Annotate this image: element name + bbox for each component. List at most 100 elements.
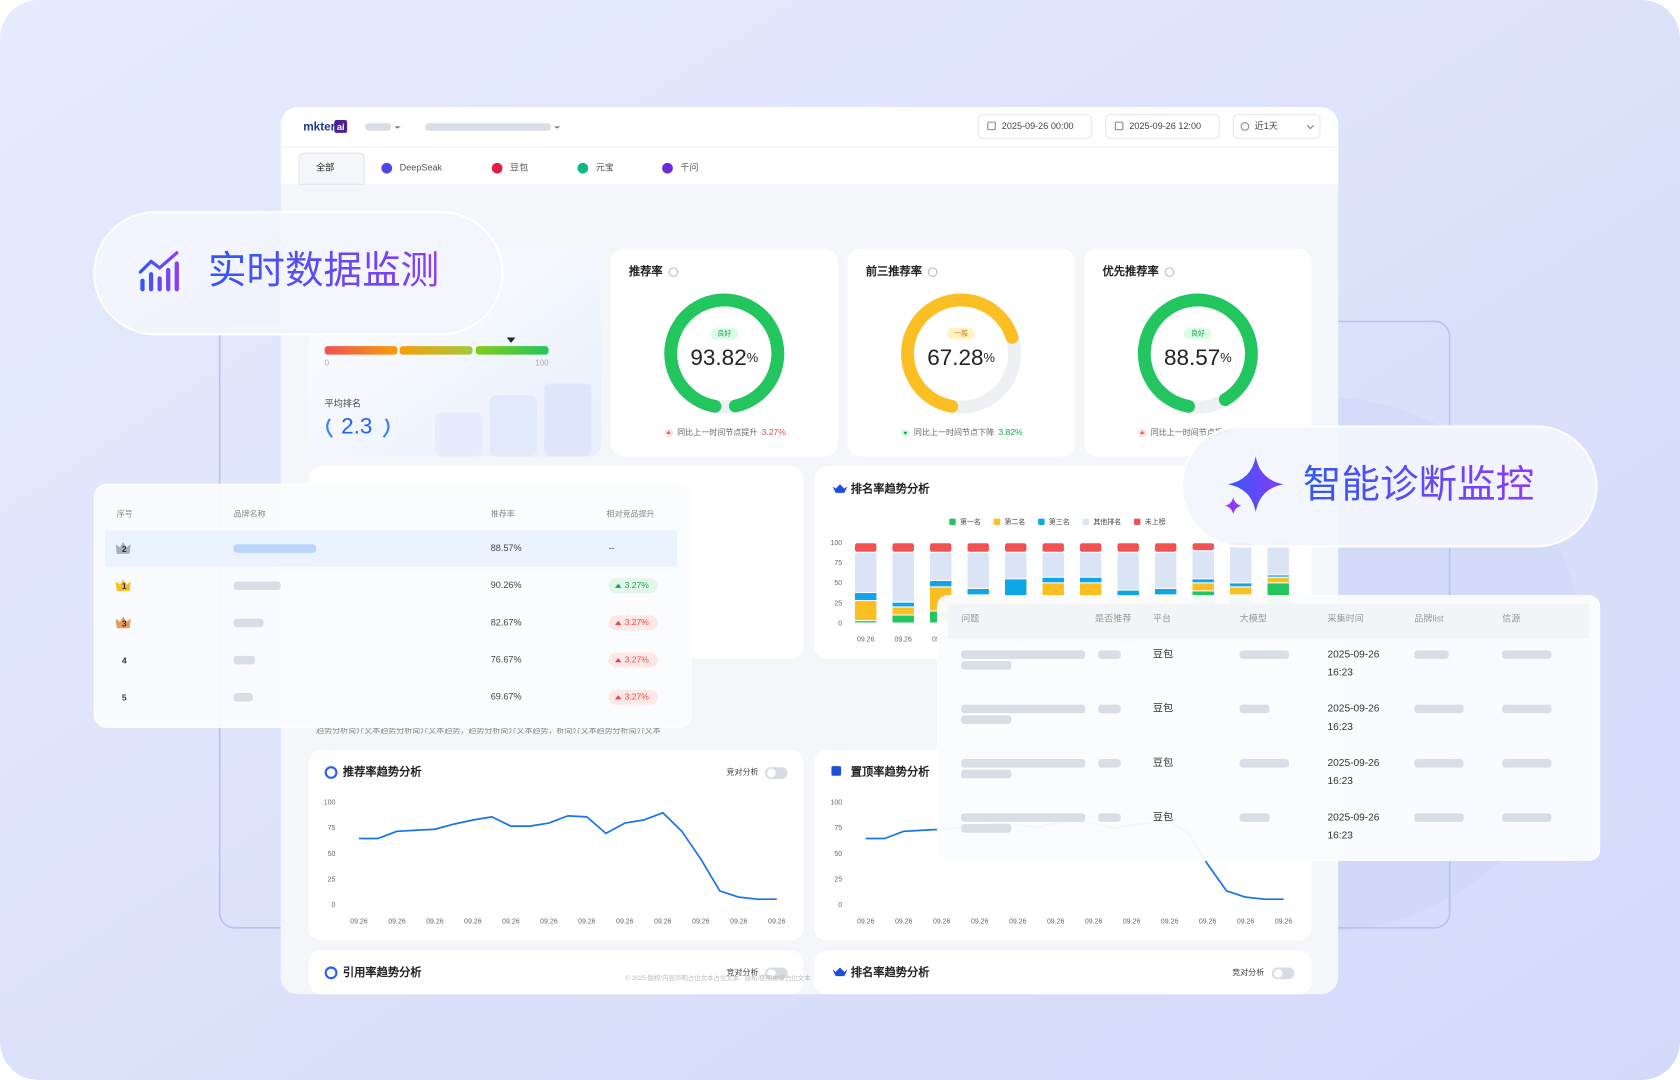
column-header: 是否推荐 [1095,613,1131,624]
rank-crown [115,542,131,554]
placeholder [1502,704,1552,714]
x-tick-label: 09.26 [350,918,368,925]
metric-card [847,248,1075,457]
active-tab-bg[interactable] [298,152,365,185]
question-placeholder [961,715,1012,724]
tab-icon [381,162,393,174]
question-placeholder [961,704,1086,714]
metric-number: 88.57 [1164,345,1220,370]
logo-badge-bg [334,120,348,133]
table-header-bg [948,604,1589,639]
trend-arrow [1140,430,1145,434]
legend-label: 第三名 [1049,517,1070,526]
x-tick-label: 09.26 [768,918,786,925]
tab[interactable]: 元宝 [596,162,614,173]
bar-segment [1117,543,1139,552]
collect-time: 16:23 [1328,722,1354,733]
lift-arrow [615,620,622,626]
placeholder [365,123,392,131]
column-header: 大模型 [1240,613,1267,624]
status-badge-bg [1183,327,1212,340]
bar-segment [1155,589,1177,595]
date-end-picker[interactable]: 2025-09-26 12:00 [1105,114,1220,139]
platform: 豆包 [1153,756,1173,769]
metric-value: 88.57% [1164,345,1232,370]
rank-crown [115,616,131,629]
x-tick-label: 09.26 [1199,918,1217,925]
tab[interactable]: DeepSeak [400,163,443,173]
help-icon [668,267,679,277]
brand-table-panel [93,483,692,729]
rate: 76.67% [491,655,522,665]
trend-note: 趋势分析简介文本趋势分析简介文本趋势，趋势分析简介文本趋势，析简介文本趋势分析简… [316,725,661,735]
footer: © 2025 版权/内容声明占位文本占位文本 · 隐私/使用协议占位文本 [625,973,811,982]
question-placeholder [961,661,1012,670]
bar-segment [1080,543,1102,552]
bar-segment [1080,552,1102,577]
y-tick-label: 75 [834,825,842,832]
metric-unit: % [1220,350,1231,365]
rank: 3 [122,618,127,628]
caret [394,126,401,129]
feature-icon [140,261,179,292]
status-badge-bg [947,327,975,340]
decor-bar [544,383,592,457]
card [308,950,804,995]
logo-text: mkter. [303,121,338,134]
lift: 3.27% [625,654,650,664]
status-badge-bg [710,327,739,340]
calendar-icon [987,121,996,131]
lift-pill [608,578,658,594]
bar-segment [1005,543,1027,552]
select-box[interactable] [1232,114,1321,139]
trend-arrow [903,431,908,435]
scale-max: 100 [535,358,549,367]
card-title: 排名率趋势分析 [851,965,930,979]
x-tick-label: 09.26 [654,918,672,925]
picker-box[interactable] [1105,114,1220,139]
bar-segment [1080,577,1102,583]
y-tick-label: 100 [831,540,843,547]
lift-pill [608,689,658,705]
tab[interactable]: 豆包 [510,162,528,173]
placeholder [1414,650,1449,659]
bar-segment [1155,543,1177,552]
legend-swatch [1038,518,1045,525]
bar-segment [930,552,952,580]
bar-segment [892,543,914,552]
tab-icon [491,162,503,174]
caret [553,126,561,129]
scale-segment [475,346,549,355]
legend-swatch [993,518,1001,525]
column-header: 采集时间 [1328,613,1364,624]
bar-segment [855,543,877,552]
tab[interactable]: 千问 [680,162,698,173]
date-start-picker[interactable]: 2025-09-26 00:00 [977,114,1093,139]
bar-segment [1042,577,1064,583]
chart-icon [324,766,338,779]
rank-chart-title: 排名率趋势分析 [851,482,930,496]
collect-date: 2025-09-26 [1328,704,1380,715]
metric-title: 前三推荐率 [866,264,922,278]
picker-box[interactable] [977,114,1093,139]
bar-segment [1267,577,1289,583]
bar-segment [930,543,952,552]
question-placeholder [961,650,1086,659]
range-select[interactable]: 近1天 [1232,114,1321,139]
calendar-icon [1114,121,1124,131]
tab[interactable]: 全部 [316,162,334,173]
sparkle-icon [1227,456,1284,513]
feature-pill [1180,425,1598,548]
bar-segment [892,602,914,607]
placeholder [1098,813,1121,822]
gauge-arc [664,293,785,414]
help-icon [927,267,938,277]
bar-segment [1005,552,1027,579]
legend-label: 未上榜 [1145,517,1166,526]
y-tick-label: 25 [834,600,842,607]
placeholder [1239,759,1289,768]
bar-segment [967,552,989,588]
platform: 豆包 [1153,647,1173,660]
placeholder [1098,759,1121,768]
collect-time: 16:23 [1328,776,1354,787]
